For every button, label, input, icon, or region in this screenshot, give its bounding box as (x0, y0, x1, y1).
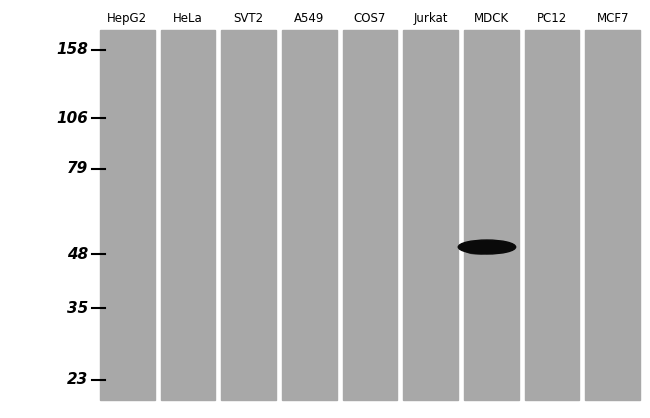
Ellipse shape (465, 246, 490, 254)
Text: 106: 106 (56, 111, 88, 126)
Bar (525, 30, 579, 400)
Bar (161, 30, 215, 400)
Text: 48: 48 (67, 247, 88, 262)
Text: MDCK: MDCK (474, 12, 509, 25)
Bar (343, 30, 397, 400)
Bar (282, 30, 337, 400)
Text: MCF7: MCF7 (597, 12, 629, 25)
Bar (586, 30, 640, 400)
Text: HepG2: HepG2 (107, 12, 148, 25)
Bar (404, 30, 458, 400)
Text: HeLa: HeLa (173, 12, 203, 25)
Text: SVT2: SVT2 (233, 12, 264, 25)
Text: A549: A549 (294, 12, 324, 25)
Bar (464, 30, 519, 400)
Text: 35: 35 (67, 301, 88, 316)
Ellipse shape (458, 240, 515, 254)
Text: PC12: PC12 (537, 12, 567, 25)
Text: 23: 23 (67, 372, 88, 387)
Text: 158: 158 (56, 43, 88, 58)
Text: 79: 79 (67, 161, 88, 176)
Bar (222, 30, 276, 400)
Bar (100, 30, 155, 400)
Text: Jurkat: Jurkat (413, 12, 448, 25)
Text: COS7: COS7 (354, 12, 386, 25)
